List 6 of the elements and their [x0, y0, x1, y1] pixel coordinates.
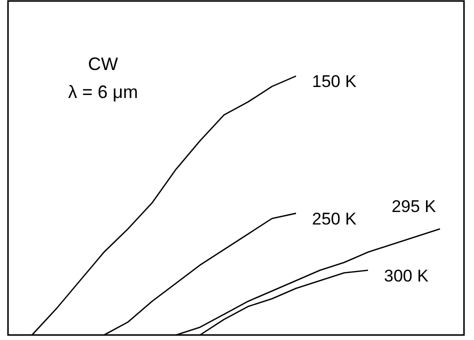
- annotation: λ = 6 μm: [68, 82, 138, 102]
- series-label: 300 K: [384, 266, 430, 286]
- series-label: 295 K: [392, 196, 437, 216]
- text: CW: [88, 54, 118, 74]
- series-label: 250 K: [312, 209, 358, 228]
- series-label: 150 K: [312, 72, 358, 92]
